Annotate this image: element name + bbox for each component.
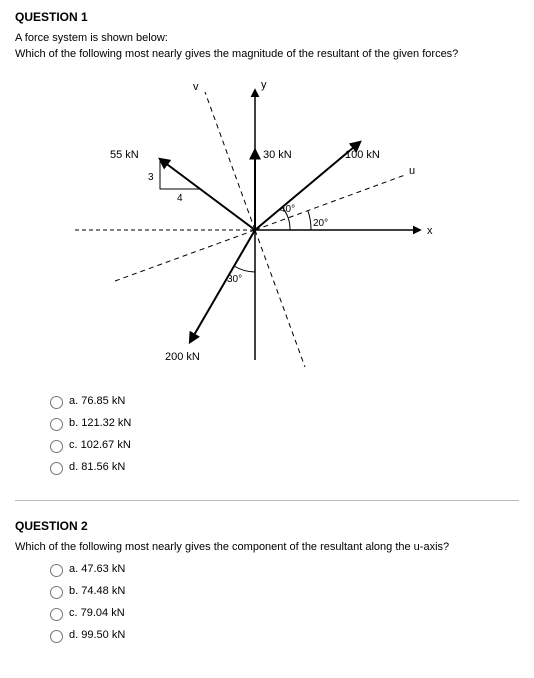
force-diagram: x y u v 30 kN 100 kN 40° 20° 55 kN 3 4 2… <box>65 70 519 373</box>
angle-20-label: 20° <box>313 218 328 229</box>
radio-q1-d[interactable] <box>50 462 63 475</box>
option-q2-c-label: c. 79.04 kN <box>69 607 125 619</box>
separator <box>15 500 519 501</box>
x-axis-label: x <box>427 225 433 237</box>
option-q1-c[interactable]: c. 102.67 kN <box>45 437 519 453</box>
force-55-label: 55 kN <box>110 149 139 161</box>
option-q2-c[interactable]: c. 79.04 kN <box>45 605 519 621</box>
question-2-line1: Which of the following most nearly gives… <box>15 541 519 553</box>
question-2-title: QUESTION 2 <box>15 519 519 533</box>
slope-rise-label: 3 <box>148 172 154 183</box>
question-1-line2: Which of the following most nearly gives… <box>15 48 519 60</box>
radio-q2-a[interactable] <box>50 564 63 577</box>
question-2-options: a. 47.63 kN b. 74.48 kN c. 79.04 kN d. 9… <box>45 561 519 643</box>
option-q1-c-label: c. 102.67 kN <box>69 439 131 451</box>
v-axis-label: v <box>193 81 199 93</box>
option-q1-d-label: d. 81.56 kN <box>69 461 125 473</box>
question-1-options: a. 76.85 kN b. 121.32 kN c. 102.67 kN d.… <box>45 393 519 475</box>
option-q2-a[interactable]: a. 47.63 kN <box>45 561 519 577</box>
question-1-line1: A force system is shown below: <box>15 32 519 44</box>
option-q1-a-label: a. 76.85 kN <box>69 395 125 407</box>
force-200-label: 200 kN <box>165 351 200 363</box>
force-30-label: 30 kN <box>263 149 292 161</box>
option-q1-a[interactable]: a. 76.85 kN <box>45 393 519 409</box>
radio-q2-b[interactable] <box>50 586 63 599</box>
u-axis-label: u <box>409 165 415 177</box>
option-q2-b-label: b. 74.48 kN <box>69 585 125 597</box>
option-q2-a-label: a. 47.63 kN <box>69 563 125 575</box>
question-1-title: QUESTION 1 <box>15 10 519 24</box>
force-100-label: 100 kN <box>345 149 380 161</box>
option-q1-b-label: b. 121.32 kN <box>69 417 131 429</box>
radio-q1-a[interactable] <box>50 396 63 409</box>
option-q1-d[interactable]: d. 81.56 kN <box>45 459 519 475</box>
option-q2-b[interactable]: b. 74.48 kN <box>45 583 519 599</box>
radio-q1-b[interactable] <box>50 418 63 431</box>
option-q1-b[interactable]: b. 121.32 kN <box>45 415 519 431</box>
radio-q2-c[interactable] <box>50 608 63 621</box>
angle-40-label: 40° <box>280 204 295 215</box>
radio-q1-c[interactable] <box>50 440 63 453</box>
radio-q2-d[interactable] <box>50 630 63 643</box>
slope-run-label: 4 <box>177 193 183 204</box>
y-axis-label: y <box>261 79 267 91</box>
angle-30-label: 30° <box>227 274 242 285</box>
option-q2-d[interactable]: d. 99.50 kN <box>45 627 519 643</box>
option-q2-d-label: d. 99.50 kN <box>69 629 125 641</box>
